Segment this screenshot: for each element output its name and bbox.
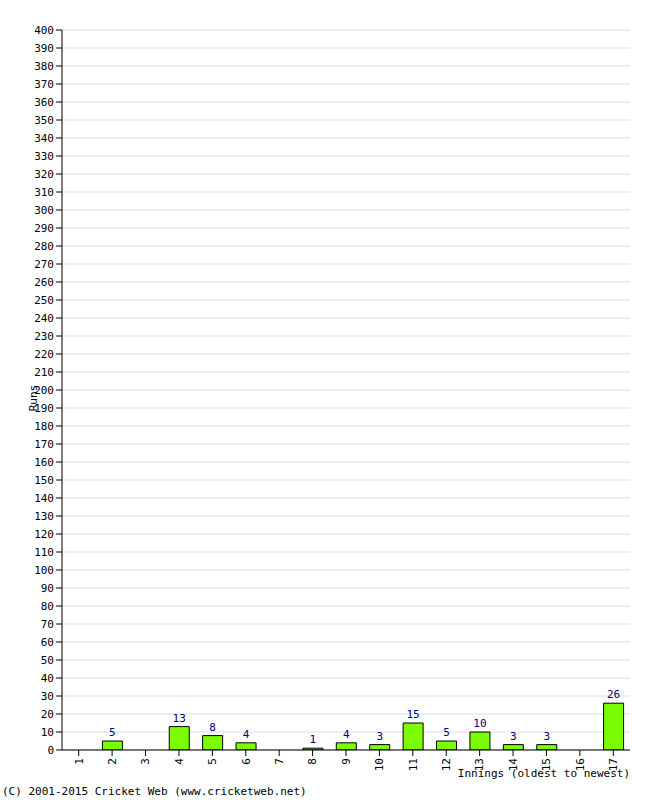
svg-text:8: 8 <box>306 758 319 765</box>
svg-text:5: 5 <box>206 758 219 765</box>
svg-text:230: 230 <box>34 330 54 343</box>
svg-text:2: 2 <box>106 758 119 765</box>
svg-text:130: 130 <box>34 510 54 523</box>
svg-text:26: 26 <box>607 688 620 701</box>
svg-text:70: 70 <box>41 618 54 631</box>
svg-text:3: 3 <box>139 758 152 765</box>
svg-text:4: 4 <box>173 758 186 765</box>
svg-text:90: 90 <box>41 582 54 595</box>
svg-text:110: 110 <box>34 546 54 559</box>
svg-text:50: 50 <box>41 654 54 667</box>
svg-text:180: 180 <box>34 420 54 433</box>
svg-text:12: 12 <box>440 758 453 771</box>
svg-text:3: 3 <box>376 730 383 743</box>
svg-text:5: 5 <box>443 726 450 739</box>
svg-text:1: 1 <box>73 758 86 765</box>
svg-text:340: 340 <box>34 132 54 145</box>
svg-text:150: 150 <box>34 474 54 487</box>
svg-text:360: 360 <box>34 96 54 109</box>
svg-text:11: 11 <box>407 758 420 771</box>
svg-text:5: 5 <box>109 726 116 739</box>
svg-text:350: 350 <box>34 114 54 127</box>
svg-text:310: 310 <box>34 186 54 199</box>
svg-text:270: 270 <box>34 258 54 271</box>
svg-text:9: 9 <box>340 758 353 765</box>
svg-text:3: 3 <box>510 730 517 743</box>
svg-text:390: 390 <box>34 42 54 55</box>
svg-text:10: 10 <box>373 758 386 771</box>
svg-text:13: 13 <box>173 712 186 725</box>
svg-text:8: 8 <box>209 721 216 734</box>
svg-text:330: 330 <box>34 150 54 163</box>
svg-text:4: 4 <box>243 728 250 741</box>
svg-text:60: 60 <box>41 636 54 649</box>
svg-text:30: 30 <box>41 690 54 703</box>
svg-text:290: 290 <box>34 222 54 235</box>
svg-text:400: 400 <box>34 24 54 37</box>
svg-text:100: 100 <box>34 564 54 577</box>
svg-text:0: 0 <box>47 744 54 757</box>
svg-text:15: 15 <box>406 708 419 721</box>
svg-text:280: 280 <box>34 240 54 253</box>
svg-text:320: 320 <box>34 168 54 181</box>
svg-text:6: 6 <box>240 758 253 765</box>
svg-text:10: 10 <box>41 726 54 739</box>
svg-text:170: 170 <box>34 438 54 451</box>
svg-text:7: 7 <box>273 758 286 765</box>
svg-text:20: 20 <box>41 708 54 721</box>
svg-text:3: 3 <box>543 730 550 743</box>
svg-text:210: 210 <box>34 366 54 379</box>
svg-text:40: 40 <box>41 672 54 685</box>
svg-text:240: 240 <box>34 312 54 325</box>
svg-text:220: 220 <box>34 348 54 361</box>
svg-text:160: 160 <box>34 456 54 469</box>
svg-text:10: 10 <box>473 717 486 730</box>
svg-text:140: 140 <box>34 492 54 505</box>
svg-text:4: 4 <box>343 728 350 741</box>
svg-text:120: 120 <box>34 528 54 541</box>
svg-text:80: 80 <box>41 600 54 613</box>
svg-text:260: 260 <box>34 276 54 289</box>
svg-text:250: 250 <box>34 294 54 307</box>
svg-text:1: 1 <box>310 733 317 746</box>
svg-text:380: 380 <box>34 60 54 73</box>
svg-text:370: 370 <box>34 78 54 91</box>
svg-text:300: 300 <box>34 204 54 217</box>
